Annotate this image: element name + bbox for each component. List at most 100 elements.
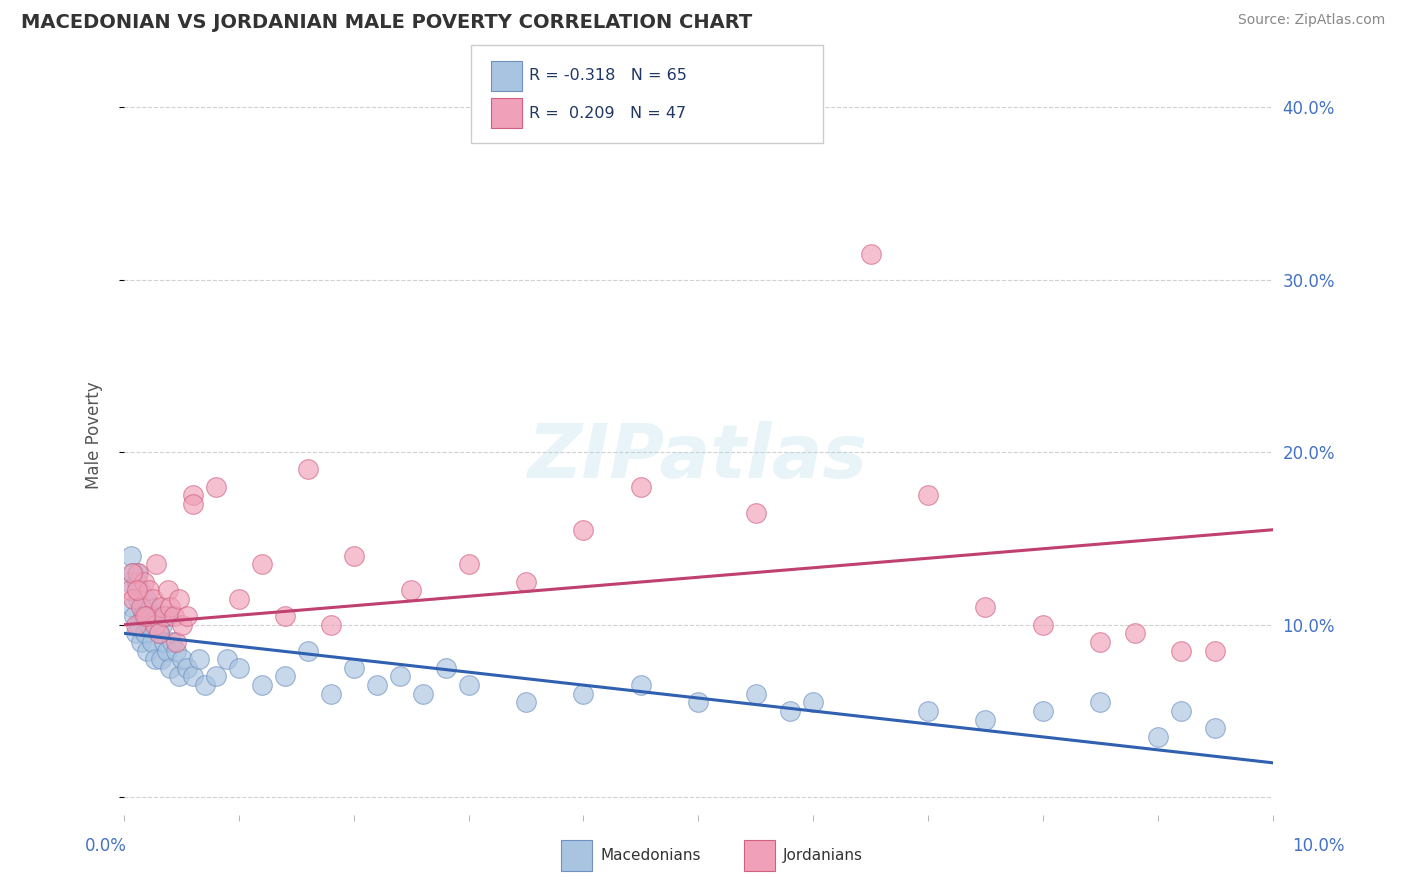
Point bbox=[149, 652, 172, 666]
Point bbox=[801, 695, 824, 709]
Point bbox=[297, 643, 319, 657]
Point bbox=[1123, 626, 1146, 640]
Point bbox=[917, 488, 939, 502]
Point bbox=[1146, 730, 1168, 744]
Point bbox=[143, 617, 166, 632]
Point bbox=[1170, 704, 1192, 718]
Point bbox=[974, 713, 997, 727]
Point bbox=[124, 626, 146, 640]
Point bbox=[127, 591, 149, 606]
Point bbox=[572, 523, 595, 537]
Point bbox=[217, 652, 239, 666]
Point bbox=[120, 549, 142, 563]
Point bbox=[515, 695, 537, 709]
Point bbox=[1204, 721, 1226, 735]
Text: Jordanians: Jordanians bbox=[783, 848, 863, 863]
Text: R = -0.318   N = 65: R = -0.318 N = 65 bbox=[529, 69, 686, 83]
Point bbox=[136, 609, 159, 624]
Point bbox=[165, 643, 187, 657]
Point bbox=[125, 583, 148, 598]
Point bbox=[457, 558, 479, 572]
Point bbox=[148, 626, 170, 640]
Point bbox=[129, 583, 152, 598]
Point bbox=[145, 558, 167, 572]
Point bbox=[457, 678, 479, 692]
Point bbox=[134, 626, 156, 640]
Point bbox=[125, 566, 148, 580]
Point bbox=[745, 687, 768, 701]
Point bbox=[434, 661, 457, 675]
Point bbox=[148, 626, 170, 640]
Text: 0.0%: 0.0% bbox=[84, 837, 127, 855]
Point bbox=[250, 678, 273, 692]
Point bbox=[319, 687, 342, 701]
Point bbox=[132, 600, 155, 615]
Point bbox=[125, 574, 148, 589]
Point bbox=[153, 635, 176, 649]
Point bbox=[228, 591, 250, 606]
Point bbox=[118, 583, 141, 598]
Point bbox=[170, 617, 193, 632]
Point bbox=[205, 669, 228, 683]
Point bbox=[135, 591, 157, 606]
Point bbox=[139, 609, 162, 624]
Point bbox=[167, 669, 190, 683]
Text: ZIPatlas: ZIPatlas bbox=[529, 421, 869, 494]
Point bbox=[165, 635, 187, 649]
Point bbox=[145, 609, 167, 624]
Point bbox=[366, 678, 388, 692]
Point bbox=[122, 591, 145, 606]
Point bbox=[412, 687, 434, 701]
Point bbox=[917, 704, 939, 718]
Point bbox=[1204, 643, 1226, 657]
Point bbox=[1090, 695, 1112, 709]
Point bbox=[141, 635, 163, 649]
Text: R =  0.209   N = 47: R = 0.209 N = 47 bbox=[529, 106, 686, 120]
Point bbox=[859, 246, 882, 260]
Text: 10.0%: 10.0% bbox=[1292, 837, 1346, 855]
Point bbox=[388, 669, 411, 683]
Text: Source: ZipAtlas.com: Source: ZipAtlas.com bbox=[1237, 13, 1385, 28]
Point bbox=[131, 600, 153, 615]
Point bbox=[1032, 704, 1054, 718]
Point bbox=[343, 549, 366, 563]
Point bbox=[159, 661, 181, 675]
Point bbox=[688, 695, 710, 709]
Point bbox=[297, 462, 319, 476]
Point bbox=[142, 591, 165, 606]
Point bbox=[143, 652, 166, 666]
Point bbox=[142, 600, 165, 615]
Point bbox=[138, 583, 160, 598]
Point bbox=[156, 583, 179, 598]
Point bbox=[127, 566, 149, 580]
Point bbox=[399, 583, 422, 598]
Text: MACEDONIAN VS JORDANIAN MALE POVERTY CORRELATION CHART: MACEDONIAN VS JORDANIAN MALE POVERTY COR… bbox=[21, 13, 752, 32]
Point bbox=[1170, 643, 1192, 657]
Point bbox=[1032, 617, 1054, 632]
Text: Macedonians: Macedonians bbox=[600, 848, 700, 863]
Point bbox=[134, 609, 156, 624]
Point bbox=[181, 497, 204, 511]
Point bbox=[170, 652, 193, 666]
Point bbox=[156, 643, 179, 657]
Point bbox=[167, 591, 190, 606]
Point bbox=[162, 635, 184, 649]
Point bbox=[250, 558, 273, 572]
Point bbox=[159, 600, 181, 615]
Point bbox=[118, 574, 141, 589]
Point bbox=[630, 678, 652, 692]
Point bbox=[131, 635, 153, 649]
Point bbox=[121, 566, 143, 580]
Point bbox=[131, 609, 153, 624]
Point bbox=[162, 609, 184, 624]
Point bbox=[630, 480, 652, 494]
Point bbox=[122, 566, 145, 580]
Point bbox=[176, 609, 198, 624]
Point bbox=[745, 506, 768, 520]
Point bbox=[228, 661, 250, 675]
Point bbox=[132, 574, 155, 589]
Point bbox=[1090, 635, 1112, 649]
Point bbox=[156, 609, 179, 624]
Point bbox=[124, 617, 146, 632]
Point bbox=[176, 661, 198, 675]
